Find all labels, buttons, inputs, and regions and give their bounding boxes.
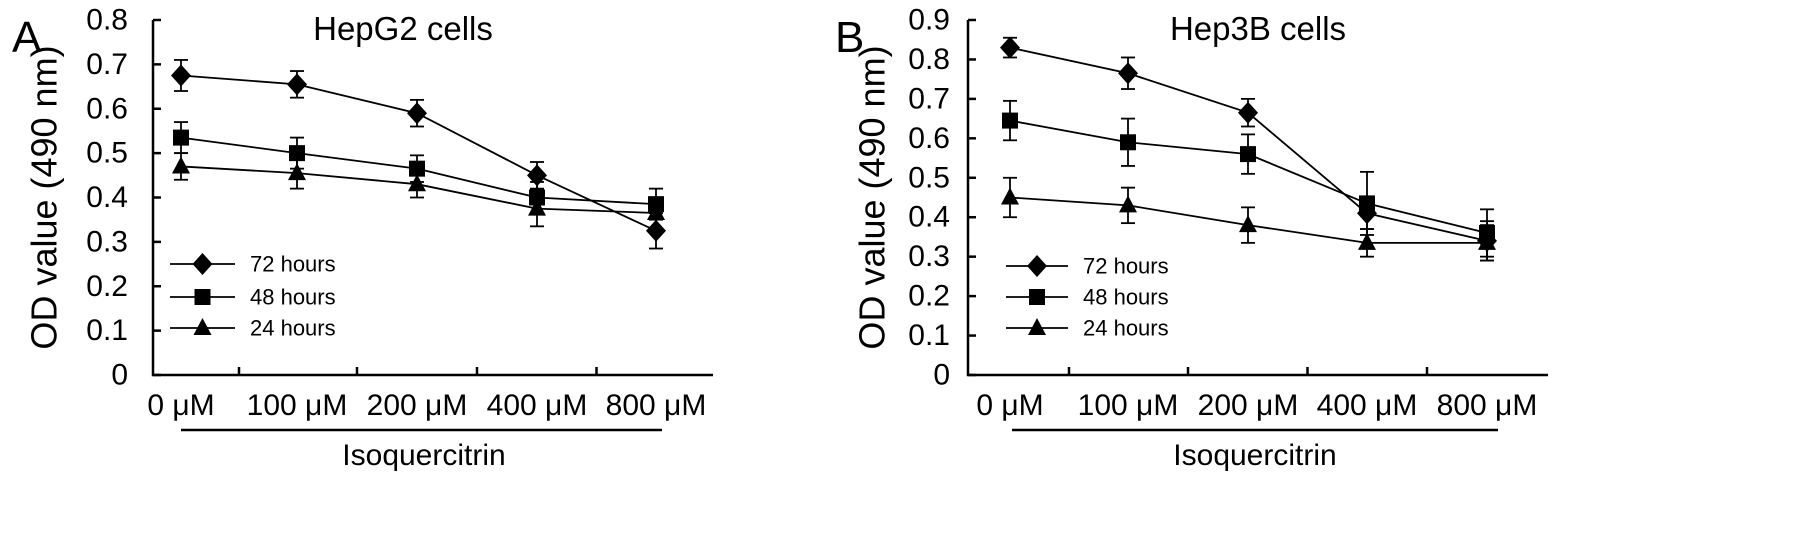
legend-label: 72 hours xyxy=(250,252,336,277)
data-point-diamond xyxy=(527,164,547,187)
data-point-square xyxy=(1359,195,1375,212)
x-tick-label: 800 μM xyxy=(606,389,707,422)
series-24-hours xyxy=(172,152,665,230)
data-point-triangle xyxy=(1119,195,1137,213)
x-tick-label: 400 μM xyxy=(487,389,588,422)
x-tick-label: 200 μM xyxy=(367,389,468,422)
y-tick-label: 0.1 xyxy=(908,319,950,352)
data-point-diamond xyxy=(287,73,307,96)
series-48-hours xyxy=(173,121,664,221)
y-tick-label: 0.4 xyxy=(908,201,950,234)
data-point-triangle xyxy=(1358,232,1376,250)
legend-entry: 24 hours xyxy=(1006,316,1169,341)
legend-entry: 24 hours xyxy=(170,316,336,341)
axes xyxy=(151,20,713,377)
data-point-diamond xyxy=(646,219,666,242)
data-point-square xyxy=(1120,134,1136,151)
data-point-triangle xyxy=(408,174,426,192)
chart-panel-b: B Hep3B cells OD value (490 nm) 0 0.1 0.2 0.3 0… xyxy=(835,4,1548,472)
y-tick-label: 0 xyxy=(933,359,950,392)
y-axis-label: OD value (490 nm) xyxy=(852,45,893,349)
legend-label: 48 hours xyxy=(1083,285,1169,310)
legend-entry: 48 hours xyxy=(1006,285,1169,310)
x-tick-label: 100 μM xyxy=(1078,389,1179,422)
data-point-square xyxy=(409,160,425,177)
y-tick-label: 0.8 xyxy=(86,4,128,37)
series-line xyxy=(180,74,657,232)
x-axis-label: Isoquercitrin xyxy=(342,439,505,472)
legend-label: 24 hours xyxy=(1083,316,1169,341)
legend-label: 24 hours xyxy=(250,316,336,341)
data-point-diamond xyxy=(407,102,427,125)
legend-entry: 48 hours xyxy=(170,285,336,310)
x-axis-label: Isoquercitrin xyxy=(1173,439,1336,472)
y-tick-label: 0.2 xyxy=(86,270,128,303)
y-tick-label: 0.3 xyxy=(908,240,950,273)
y-tick-label: 0.9 xyxy=(908,4,950,37)
data-point-triangle xyxy=(288,163,306,181)
panel-letter: B xyxy=(835,13,864,62)
y-tick-label: 0 xyxy=(111,359,128,392)
y-tick-label: 0.5 xyxy=(86,137,128,170)
legend-label: 72 hours xyxy=(1083,254,1169,279)
data-point-diamond xyxy=(1000,36,1020,59)
legend-entry: 72 hours xyxy=(1006,254,1169,279)
x-tick-label: 100 μM xyxy=(247,389,348,422)
data-point-triangle xyxy=(1478,232,1496,250)
y-tick-label: 0.1 xyxy=(86,314,128,347)
legend-marker-square xyxy=(194,289,211,305)
x-tick-label: 800 μM xyxy=(1437,389,1538,422)
x-tick-label: 0 μM xyxy=(147,389,214,422)
legend-entry: 72 hours xyxy=(170,252,336,277)
data-point-triangle xyxy=(528,198,546,216)
data-point-square xyxy=(173,129,189,146)
data-point-triangle xyxy=(172,156,190,174)
data-point-diamond xyxy=(1118,62,1138,85)
y-tick-label: 0.3 xyxy=(86,225,128,258)
chart-title: Hep3B cells xyxy=(1170,10,1346,47)
y-axis-label: OD value (490 nm) xyxy=(24,45,65,349)
legend-marker-diamond xyxy=(192,253,213,275)
data-point-square xyxy=(1002,112,1018,129)
y-tick-label: 0.8 xyxy=(908,43,950,76)
panel-letter: A xyxy=(12,13,42,62)
axes xyxy=(966,20,1548,377)
x-tick-label: 200 μM xyxy=(1198,389,1299,422)
y-tick-label: 0.6 xyxy=(908,122,950,155)
x-tick-label: 400 μM xyxy=(1317,389,1418,422)
data-point-triangle xyxy=(1001,187,1019,205)
y-tick-label: 0.7 xyxy=(86,48,128,81)
data-point-triangle xyxy=(647,203,665,221)
series-24-hours xyxy=(1001,176,1496,262)
x-tick-label: 0 μM xyxy=(976,389,1043,422)
y-tick-label: 0.4 xyxy=(86,181,128,214)
data-point-diamond xyxy=(1238,101,1258,124)
legend-marker-square xyxy=(1029,289,1045,305)
data-point-square xyxy=(1240,146,1256,163)
y-tick-label: 0.6 xyxy=(86,92,128,125)
legend-marker-triangle xyxy=(193,318,212,335)
data-point-triangle xyxy=(1239,215,1257,233)
legend-marker-diamond xyxy=(1027,255,1047,277)
legend-marker-triangle xyxy=(1028,318,1046,335)
chart-title: HepG2 cells xyxy=(313,10,493,47)
y-tick-label: 0.5 xyxy=(908,161,950,194)
series-72-hours xyxy=(171,59,666,250)
y-tick-label: 0.7 xyxy=(908,82,950,115)
y-tick-label: 0.2 xyxy=(908,280,950,313)
legend-label: 48 hours xyxy=(250,285,336,310)
chart-panel-a: A HepG2 cells OD value (490 nm) 0 0.1 0.2 0.3 0… xyxy=(12,4,713,472)
data-point-diamond xyxy=(171,64,191,87)
